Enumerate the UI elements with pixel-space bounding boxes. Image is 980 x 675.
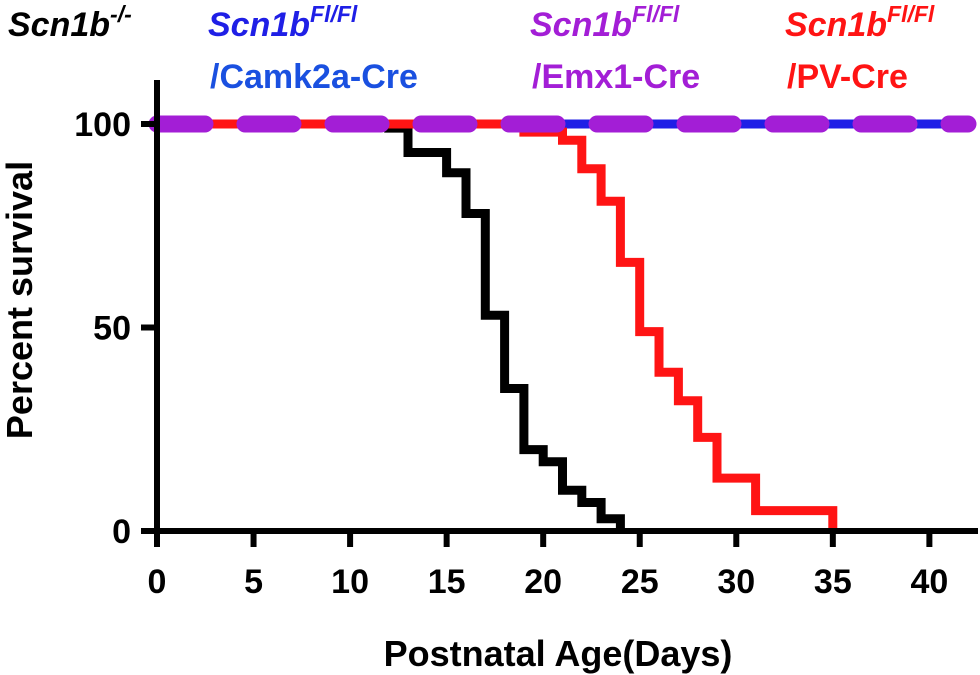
legend-sub: /PV-Cre xyxy=(787,58,908,96)
series-line-0 xyxy=(157,119,625,531)
x-tick-label: 5 xyxy=(244,563,263,601)
x-tick-label: 35 xyxy=(814,563,852,601)
legend-sup: Fl/Fl xyxy=(887,1,935,27)
legend-entry-pv: Scn1bFl/Fl /PV-Cre xyxy=(785,0,944,96)
x-tick-label: 15 xyxy=(428,563,466,601)
legend-main: Scn1b xyxy=(8,6,110,44)
x-axis-title: Postnatal Age(Days) xyxy=(384,633,733,674)
legend-entry-camk2a: Scn1bFl/Fl /Camk2a-Cre xyxy=(208,0,418,96)
series-line-2 xyxy=(157,119,838,531)
x-tick-label: 40 xyxy=(910,563,948,601)
legend-sub: /Camk2a-Cre xyxy=(210,58,418,96)
x-tick-label: 30 xyxy=(717,563,755,601)
legend-sub: /Emx1-Cre xyxy=(532,58,700,96)
legend-entry-emx1: Scn1bFl/Fl /Emx1-Cre xyxy=(530,0,700,96)
y-tick-label: 0 xyxy=(112,513,131,551)
y-tick-label: 100 xyxy=(74,106,131,144)
y-tick-label: 50 xyxy=(93,310,131,348)
legend-sup: Fl/Fl xyxy=(632,1,680,27)
x-tick-label: 0 xyxy=(148,563,167,601)
legend-sup: -/- xyxy=(110,1,132,27)
x-tick-label: 25 xyxy=(621,563,659,601)
series-layer xyxy=(148,115,977,531)
x-tick-label: 10 xyxy=(331,563,369,601)
y-axis-title: Percent survival xyxy=(0,161,40,439)
legend-main: Scn1b xyxy=(785,6,887,44)
x-tick-label: 20 xyxy=(524,563,562,601)
legend-main: Scn1b xyxy=(208,6,310,44)
legend-sup: Fl/Fl xyxy=(310,1,358,27)
legend: Scn1b-/- Scn1bFl/Fl /Camk2a-Cre Scn1bFl/… xyxy=(8,0,944,96)
legend-entry-scn1b-knockout: Scn1b-/- xyxy=(8,1,132,44)
axes: 0 5 10 15 20 25 30 35 40 0 50 100 xyxy=(74,80,978,601)
legend-main: Scn1b xyxy=(530,6,632,44)
